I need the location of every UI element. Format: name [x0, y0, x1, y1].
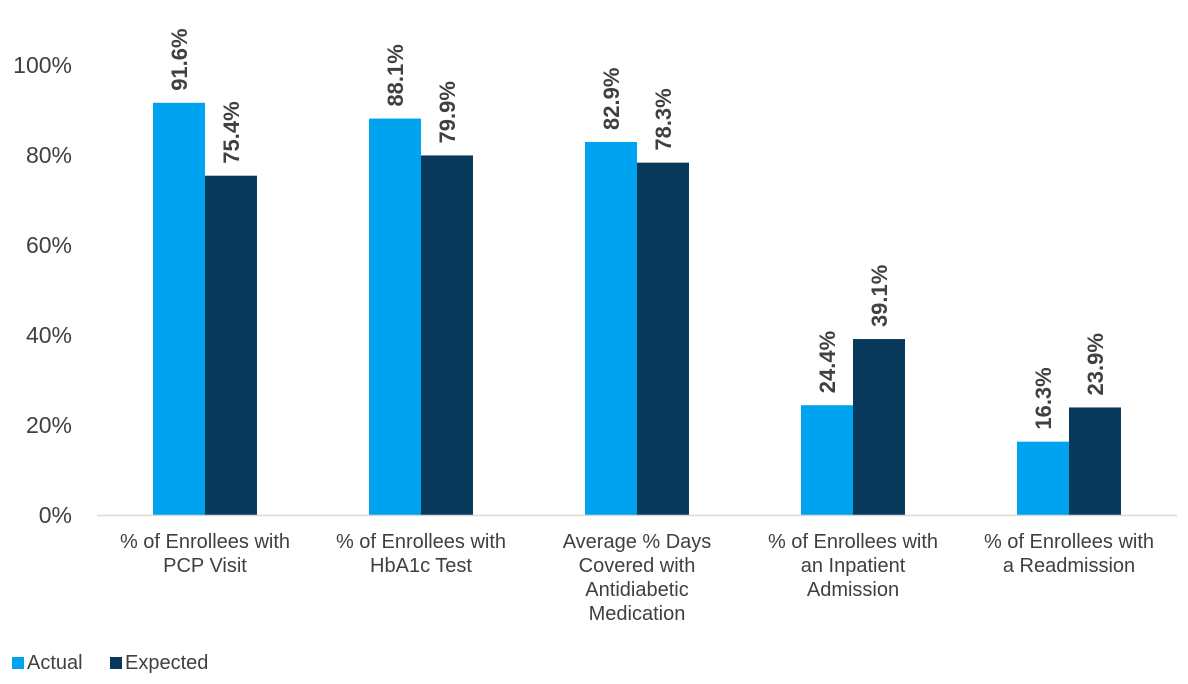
bar-expected — [1069, 407, 1121, 515]
category-label: Average % Days Covered with Antidiabetic Me… — [563, 531, 712, 625]
data-labels: 91.6% 75.4% 88.1% 79.9% 82.9% 78.3% 24.4% 39.1%… — [167, 28, 1108, 429]
bar-value-label: 91.6% — [167, 28, 192, 90]
legend: Actual Expected — [12, 652, 208, 674]
category-label: % of Enrollees with PCP Visit — [120, 531, 290, 577]
bar-actual — [153, 102, 205, 516]
legend-swatch-actual — [12, 657, 24, 669]
bar-value-label: 24.4% — [815, 331, 840, 393]
y-tick-label: 40% — [26, 322, 72, 348]
bars — [153, 102, 1121, 516]
bar-value-label: 82.9% — [599, 68, 624, 130]
y-tick-label: 80% — [26, 142, 72, 168]
bar-expected — [421, 155, 473, 515]
x-axis: % of Enrollees with PCP Visit % of Enrolle… — [97, 514, 1177, 625]
bar-value-label: 88.1% — [383, 44, 408, 106]
category-label: % of Enrollees with an Inpatient Admission — [768, 531, 938, 601]
bar-value-label: 75.4% — [219, 101, 244, 163]
bar-expected — [205, 175, 257, 515]
bar-value-label: 23.9% — [1083, 333, 1108, 395]
y-tick-label: 60% — [26, 232, 72, 258]
bar-actual — [801, 405, 853, 515]
y-tick-label: 0% — [39, 502, 72, 528]
y-tick-label: 100% — [13, 52, 72, 78]
category-label: % of Enrollees with HbA1c Test — [336, 531, 506, 577]
bar-expected — [853, 339, 905, 515]
bar-value-label: 79.9% — [435, 81, 460, 143]
bar-value-label: 16.3% — [1031, 367, 1056, 429]
legend-label-expected: Expected — [125, 652, 208, 674]
bar-actual — [369, 118, 421, 516]
bar-value-label: 39.1% — [867, 265, 892, 327]
legend-label-actual: Actual — [27, 652, 83, 674]
legend-swatch-expected — [110, 657, 122, 669]
bar-expected — [637, 162, 689, 515]
bar-actual — [585, 141, 637, 515]
bar-value-label: 78.3% — [651, 88, 676, 150]
y-tick-label: 20% — [26, 412, 72, 438]
bar-actual — [1017, 441, 1069, 515]
category-label: % of Enrollees with a Readmission — [984, 531, 1154, 577]
y-axis: 0% 20% 40% 60% 80% 100% — [13, 52, 72, 528]
